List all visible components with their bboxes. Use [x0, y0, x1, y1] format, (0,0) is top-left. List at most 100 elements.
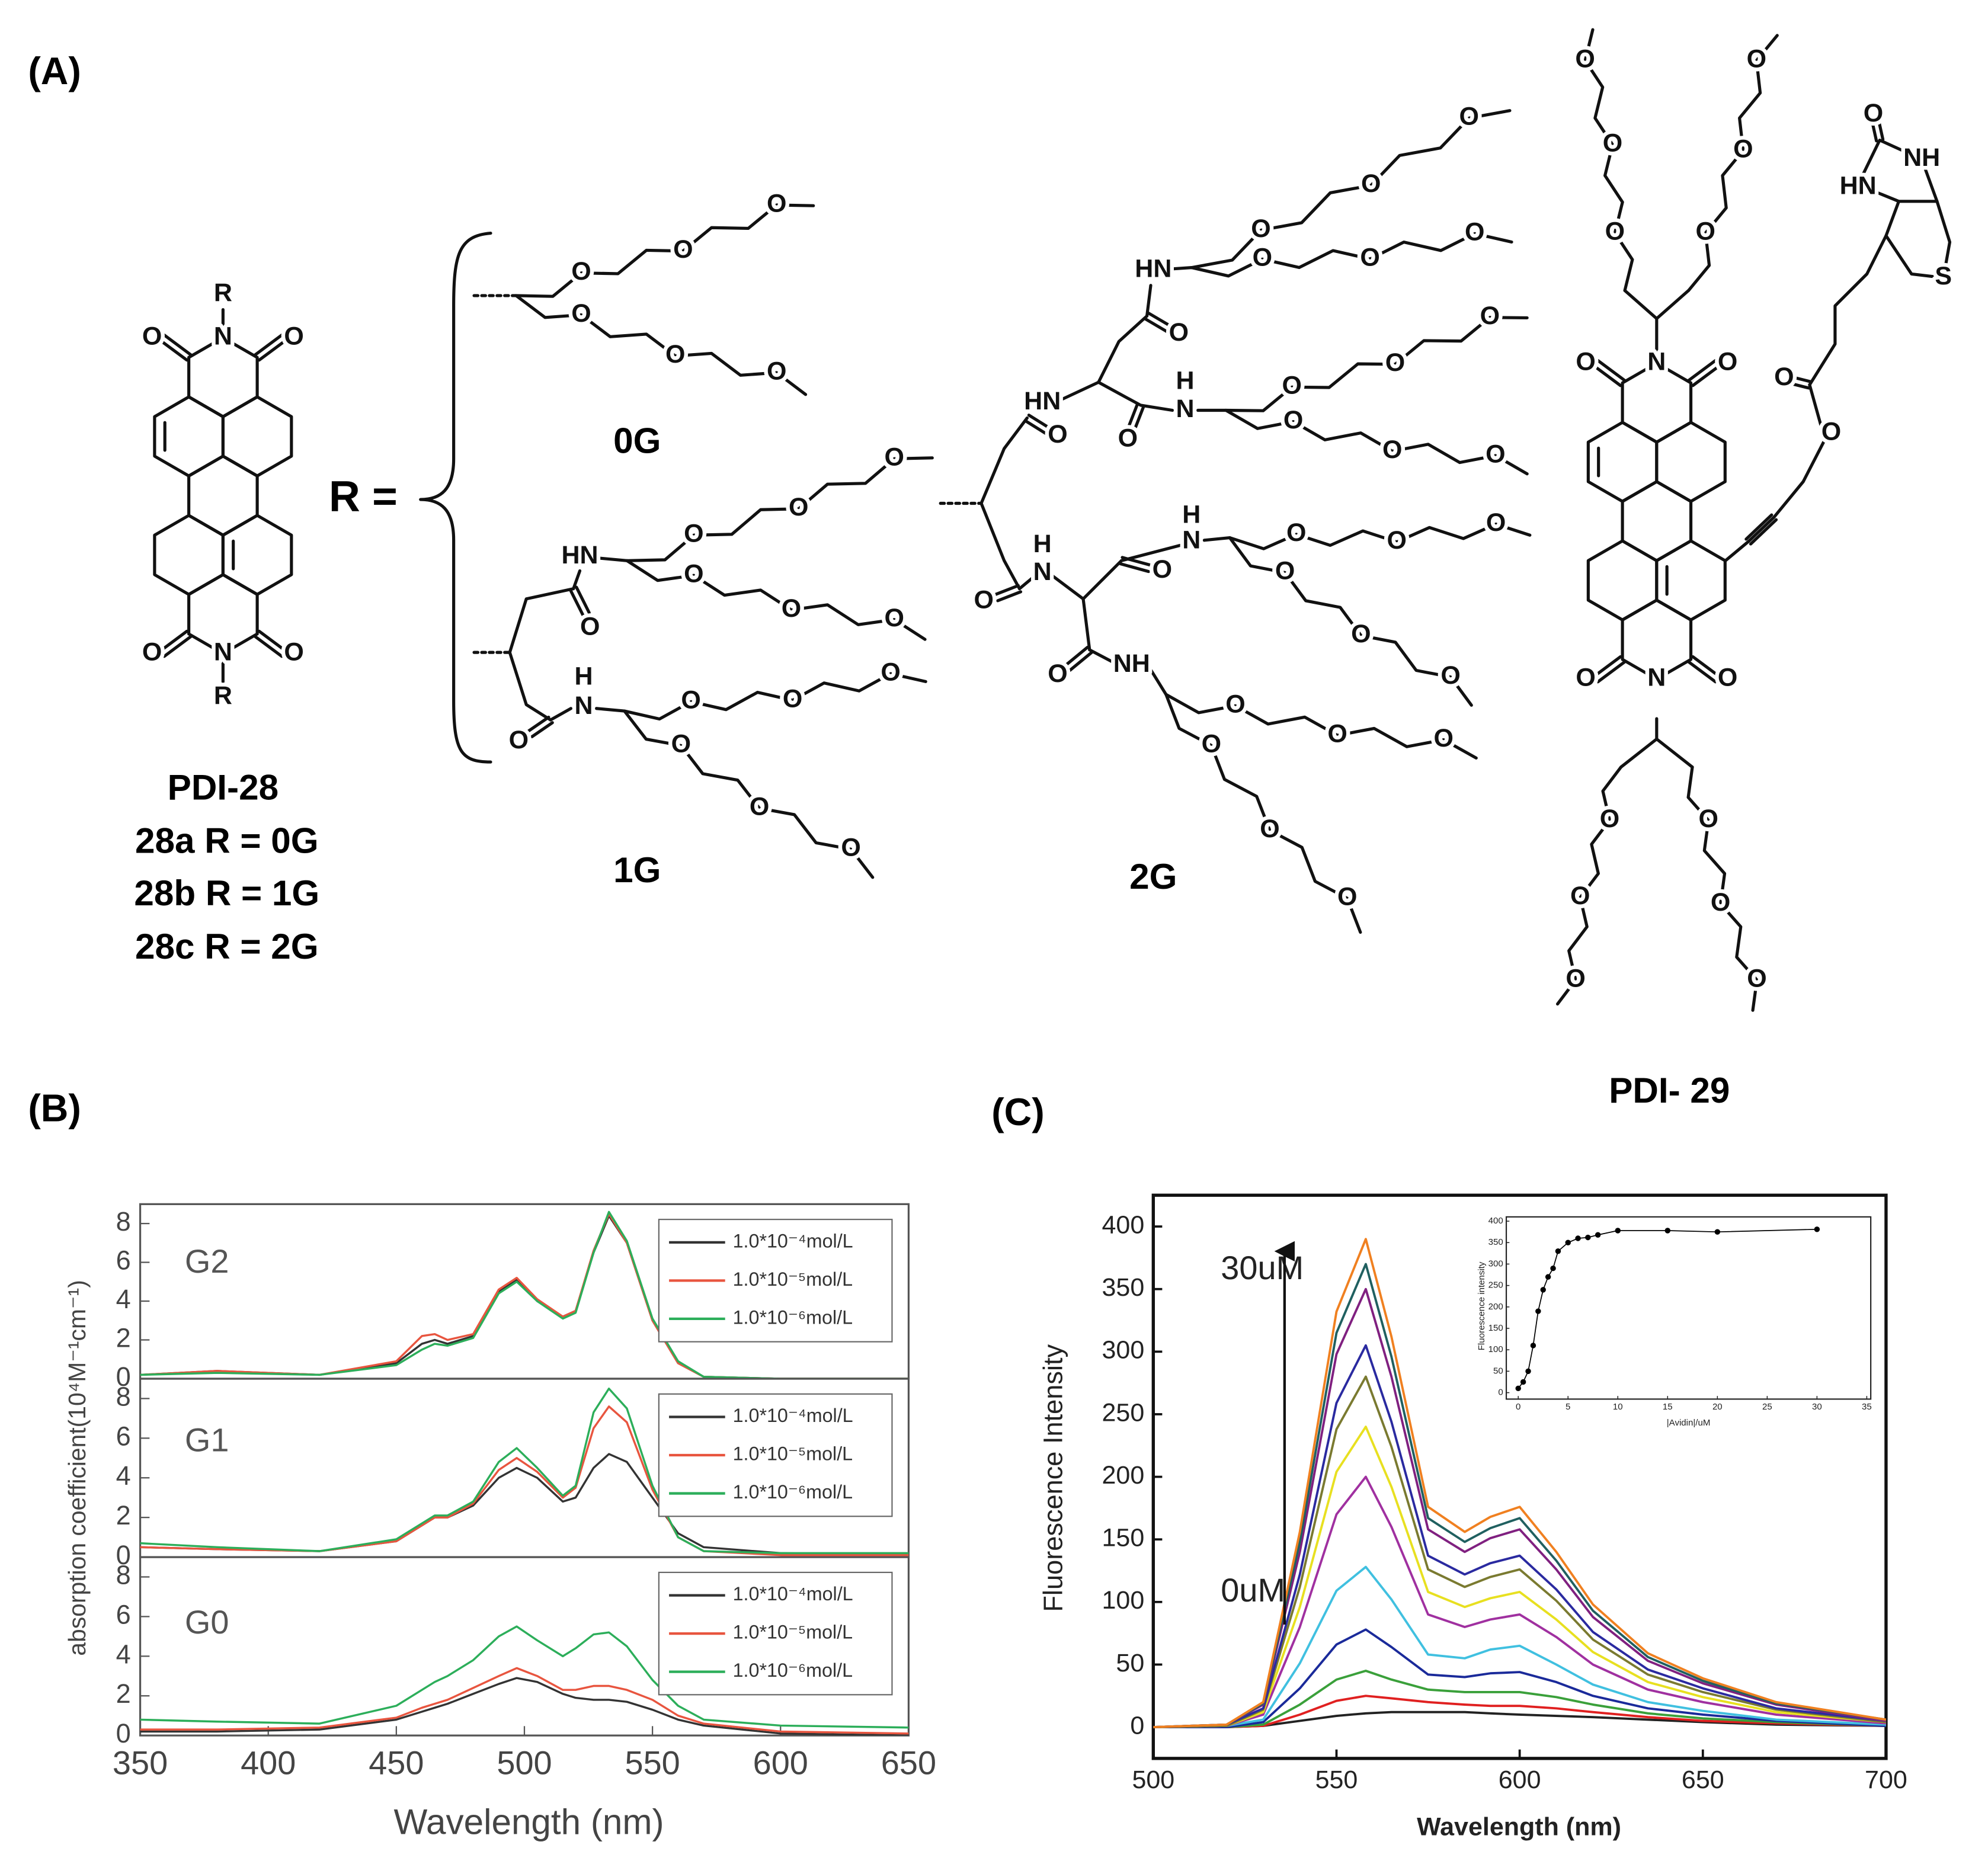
atom-label: N — [214, 322, 232, 350]
legend-label: 1.0*10⁻⁵mol/L — [733, 1622, 853, 1643]
atom-label: O — [671, 730, 691, 758]
atom-label: O — [1864, 99, 1883, 127]
bond — [623, 672, 927, 721]
bond — [575, 585, 591, 614]
bond — [1081, 559, 1123, 601]
bond — [979, 501, 1022, 591]
atom-label: O — [1711, 888, 1730, 917]
compound-variant: 28b R = 1G — [134, 873, 319, 913]
atom-label: O — [1480, 302, 1500, 330]
bond — [1145, 284, 1153, 318]
atom-label: O — [681, 686, 700, 715]
bond — [1190, 232, 1513, 278]
bond — [1787, 381, 1811, 390]
atom-label: O — [1576, 347, 1595, 376]
bond — [514, 294, 808, 396]
x-tick-label: 25 — [1762, 1402, 1772, 1412]
atom-label: O — [1486, 440, 1505, 468]
x-tick-label: 350 — [113, 1744, 168, 1781]
atom-label: O — [1433, 724, 1453, 752]
atom-label: O — [1118, 424, 1138, 452]
series-line — [1153, 1628, 1886, 1728]
y-tick-label: 50 — [1116, 1649, 1144, 1677]
bond — [1772, 438, 1827, 519]
y-tick-label: 4 — [116, 1460, 131, 1491]
generation-label: 0G — [613, 420, 661, 460]
y-tick-label: 4 — [116, 1284, 131, 1314]
bond — [1724, 540, 1750, 562]
atom-label: N — [1033, 558, 1052, 586]
atom-label: O — [782, 594, 801, 623]
data-point — [1575, 1235, 1581, 1241]
atom-label: O — [885, 443, 904, 472]
bond — [1126, 402, 1139, 429]
y-axis-label: Fluorescence Intensity — [1038, 1344, 1068, 1612]
atom-label: O — [1699, 805, 1718, 833]
bond — [1596, 358, 1627, 382]
panel-label: (B) — [28, 1087, 81, 1129]
atom-label: O — [1225, 690, 1245, 719]
series-line — [1153, 1426, 1886, 1728]
atom-label: HN — [1840, 172, 1877, 200]
legend: 1.0*10⁻⁴mol/L 1.0*10⁻⁵mol/L 1.0*10⁻⁶mol/L — [658, 1393, 893, 1517]
bond — [594, 707, 626, 713]
plot-frame — [1505, 1216, 1872, 1400]
bond — [1224, 408, 1529, 476]
atom-label: NH — [1903, 143, 1940, 172]
bond — [1164, 693, 1478, 760]
bond — [1691, 364, 1721, 387]
data-point — [1565, 1239, 1571, 1246]
x-tick-label: 500 — [1132, 1766, 1174, 1794]
atom-label: R — [214, 278, 232, 307]
atom-label: O — [783, 684, 802, 713]
data-point — [1615, 1228, 1621, 1234]
y-tick-label: 150 — [1488, 1323, 1503, 1333]
bond — [979, 416, 1029, 505]
data-point — [1530, 1343, 1536, 1348]
atom-label: O — [580, 613, 600, 641]
atom-label: H — [1033, 530, 1052, 558]
atom-label: N — [574, 691, 593, 720]
x-tick-label: 550 — [1315, 1766, 1358, 1794]
bond — [996, 590, 1023, 603]
bond — [1686, 765, 1759, 1012]
bond — [1097, 314, 1149, 384]
atom-label: O — [1570, 882, 1590, 910]
series-line — [140, 1667, 909, 1735]
atom-label: O — [665, 340, 685, 369]
y-tick-label: 350 — [1488, 1237, 1503, 1247]
atom-label: O — [1327, 719, 1347, 748]
bond — [162, 333, 193, 357]
x-tick-label: 700 — [1865, 1766, 1907, 1794]
atom-label: O — [1600, 805, 1619, 833]
y-tick-label: 100 — [1102, 1586, 1145, 1615]
y-tick-label: 400 — [1488, 1216, 1503, 1226]
atom-label: H — [1182, 500, 1201, 528]
bond — [1555, 765, 1623, 1006]
y-tick-label: 300 — [1102, 1336, 1145, 1364]
legend-label: 1.0*10⁻⁵mol/L — [733, 1269, 853, 1290]
bond — [1747, 515, 1776, 543]
atom-label: O — [284, 322, 303, 350]
bond — [1058, 380, 1100, 402]
atom-label: HN — [1024, 387, 1061, 415]
y-tick-label: 2 — [116, 1322, 131, 1353]
bond — [1144, 317, 1169, 334]
atom-label: O — [684, 520, 703, 548]
bond — [1119, 543, 1182, 562]
atom-label: O — [1718, 347, 1737, 376]
data-point — [1550, 1265, 1556, 1271]
bond — [994, 584, 1020, 597]
y-tick-label: 6 — [116, 1421, 131, 1451]
bond — [549, 707, 573, 722]
bond — [254, 333, 284, 357]
x-tick-label: 550 — [625, 1744, 680, 1781]
atom-label: O — [885, 604, 904, 632]
bond — [1228, 523, 1532, 550]
atom-label: O — [1821, 418, 1841, 446]
atom-label: O — [1169, 318, 1189, 347]
atom-label: O — [1486, 508, 1506, 537]
legend-label: 1.0*10⁻⁴mol/L — [733, 1583, 853, 1604]
